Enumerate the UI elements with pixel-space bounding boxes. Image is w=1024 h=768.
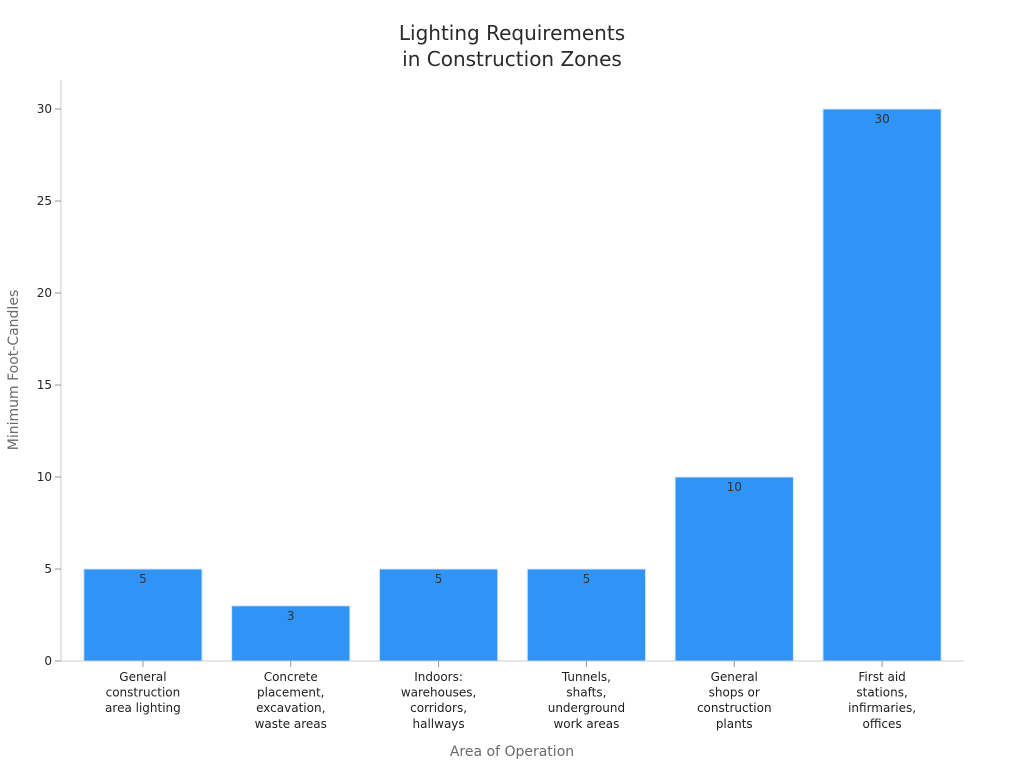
bar-value-label: 5 (435, 572, 443, 586)
x-tick-label: Tunnels, (561, 670, 611, 684)
bar (822, 108, 942, 662)
y-tick-label: 25 (37, 194, 52, 208)
bar (674, 476, 794, 662)
x-axis-label: Area of Operation (450, 744, 574, 760)
bar (83, 568, 203, 662)
x-tick-label: Indoors: (414, 670, 463, 684)
bar-value-label: 3 (287, 609, 295, 623)
bar (526, 568, 647, 662)
y-axis: 0 5 10 15 20 25 30 (37, 80, 62, 668)
x-tick-label: shops or (709, 686, 760, 700)
bar-value-label: 10 (727, 480, 742, 494)
x-tick-label: corridors, (410, 701, 467, 715)
bar (378, 568, 499, 662)
y-tick-label: 0 (44, 654, 52, 668)
y-axis-label: Minimum Foot-Candles (6, 290, 22, 450)
x-tick-label: construction (697, 701, 772, 715)
y-tick-label: 20 (37, 286, 52, 300)
y-tick-label: 5 (44, 562, 52, 576)
bar-value-label: 5 (139, 572, 147, 586)
x-tick-label: First aid (858, 670, 905, 684)
x-tick-label: General (119, 670, 166, 684)
x-tick-label: stations, (856, 686, 907, 700)
x-tick-label: waste areas (255, 717, 327, 731)
x-tick-label: excavation, (256, 701, 325, 715)
chart-title-line: Lighting Requirements (399, 21, 625, 45)
x-tick-label: infirmaries, (848, 701, 916, 715)
bar-value-label: 5 (583, 572, 591, 586)
x-tick-label: construction (106, 686, 181, 700)
bars (83, 108, 942, 662)
x-tick-label: work areas (553, 717, 619, 731)
x-tick-label: placement, (257, 686, 324, 700)
x-tick-label: underground (548, 701, 625, 715)
bar-value-label: 30 (874, 112, 889, 126)
x-tick-label: shafts, (566, 686, 606, 700)
chart-title-line: in Construction Zones (402, 47, 622, 71)
y-tick-label: 30 (37, 102, 52, 116)
x-tick-label: offices (862, 717, 901, 731)
data-labels: 5 3 5 5 10 30 (139, 112, 890, 623)
x-tick-label: hallways (413, 717, 465, 731)
x-tick-label: warehouses, (401, 686, 476, 700)
y-tick-label: 10 (37, 470, 52, 484)
x-tick-label: General (711, 670, 758, 684)
y-tick-label: 15 (37, 378, 52, 392)
x-tick-label: plants (716, 717, 753, 731)
x-tick-label: Concrete (264, 670, 318, 684)
x-tick-label: area lighting (105, 701, 181, 715)
bar (231, 605, 351, 662)
